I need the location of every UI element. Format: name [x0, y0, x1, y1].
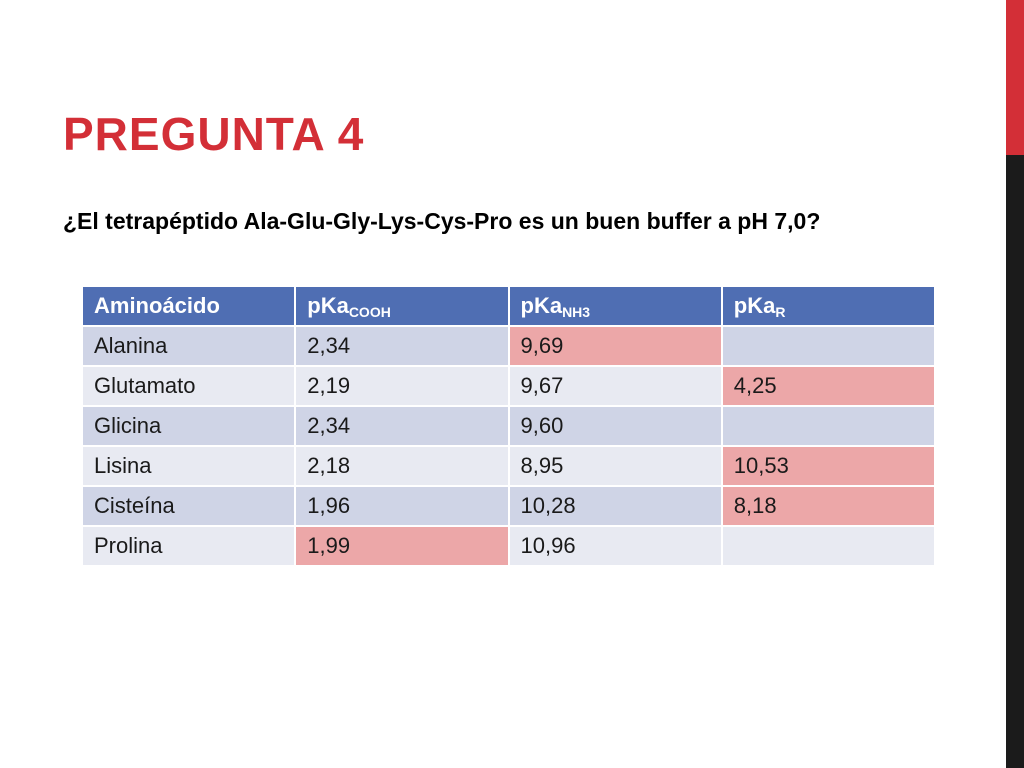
- table-row: Alanina 2,34 9,69: [80, 325, 937, 367]
- cell-amino-acid: Alanina: [80, 325, 297, 367]
- cell-pka-nh3: 8,95: [507, 445, 723, 487]
- cell-pka-nh3: 9,67: [507, 365, 723, 407]
- cell-pka-cooh: 1,99: [294, 525, 510, 567]
- header-label: pKa: [733, 293, 776, 318]
- table-row: Prolina 1,99 10,96: [80, 525, 937, 567]
- cell-pka-r: [720, 525, 937, 567]
- cell-pka-cooh: 1,96: [294, 485, 510, 527]
- edge-accent-bar: [1006, 0, 1024, 155]
- pka-table: Aminoácido pKaCOOH pKaNH3 pKaR Alanina 2…: [80, 285, 937, 567]
- header-subscript: NH3: [562, 304, 591, 320]
- header-label: pKa: [520, 293, 563, 318]
- cell-amino-acid: Glicina: [80, 405, 297, 447]
- cell-pka-r: 10,53: [720, 445, 937, 487]
- header-pka-cooh: pKaCOOH: [294, 285, 510, 327]
- header-pka-nh3: pKaNH3: [507, 285, 723, 327]
- header-subscript: R: [775, 304, 786, 320]
- table-row: Glicina 2,34 9,60: [80, 405, 937, 447]
- table-row: Lisina 2,18 8,95 10,53: [80, 445, 937, 487]
- table-row: Cisteína 1,96 10,28 8,18: [80, 485, 937, 527]
- slide-title: PREGUNTA 4: [63, 108, 365, 160]
- cell-amino-acid: Cisteína: [80, 485, 297, 527]
- cell-pka-cooh: 2,19: [294, 365, 510, 407]
- cell-pka-nh3: 10,96: [507, 525, 723, 567]
- cell-amino-acid: Lisina: [80, 445, 297, 487]
- cell-pka-r: 8,18: [720, 485, 937, 527]
- table-header-row: Aminoácido pKaCOOH pKaNH3 pKaR: [80, 285, 937, 327]
- cell-pka-cooh: 2,34: [294, 405, 510, 447]
- header-label: pKa: [307, 293, 349, 318]
- header-label: Aminoácido: [94, 293, 220, 318]
- cell-amino-acid: Prolina: [80, 525, 297, 567]
- cell-pka-nh3: 10,28: [507, 485, 723, 527]
- cell-pka-r: [720, 405, 937, 447]
- cell-pka-cooh: 2,18: [294, 445, 510, 487]
- header-pka-r: pKaR: [720, 285, 937, 327]
- header-aminoacido: Aminoácido: [80, 285, 297, 327]
- table-row: Glutamato 2,19 9,67 4,25: [80, 365, 937, 407]
- cell-pka-r: 4,25: [720, 365, 937, 407]
- cell-pka-cooh: 2,34: [294, 325, 510, 367]
- slide-question: ¿El tetrapéptido Ala-Glu-Gly-Lys-Cys-Pro…: [63, 208, 821, 234]
- cell-amino-acid: Glutamato: [80, 365, 297, 407]
- cell-pka-nh3: 9,69: [507, 325, 723, 367]
- edge-dark-bar: [1006, 155, 1024, 768]
- header-subscript: COOH: [348, 304, 391, 320]
- cell-pka-r: [720, 325, 937, 367]
- cell-pka-nh3: 9,60: [507, 405, 723, 447]
